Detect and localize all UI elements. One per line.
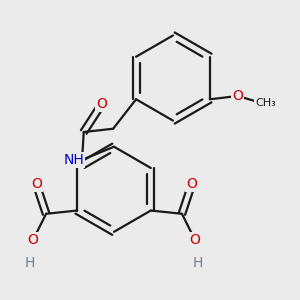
Text: O: O bbox=[31, 177, 42, 191]
Text: CH₃: CH₃ bbox=[255, 98, 276, 108]
Text: H: H bbox=[25, 256, 35, 270]
Text: H: H bbox=[193, 256, 203, 270]
Text: O: O bbox=[96, 97, 107, 111]
Text: O: O bbox=[190, 233, 200, 247]
Text: O: O bbox=[28, 233, 38, 247]
Text: NH: NH bbox=[64, 153, 84, 167]
Text: O: O bbox=[232, 89, 243, 103]
Text: O: O bbox=[186, 177, 197, 191]
